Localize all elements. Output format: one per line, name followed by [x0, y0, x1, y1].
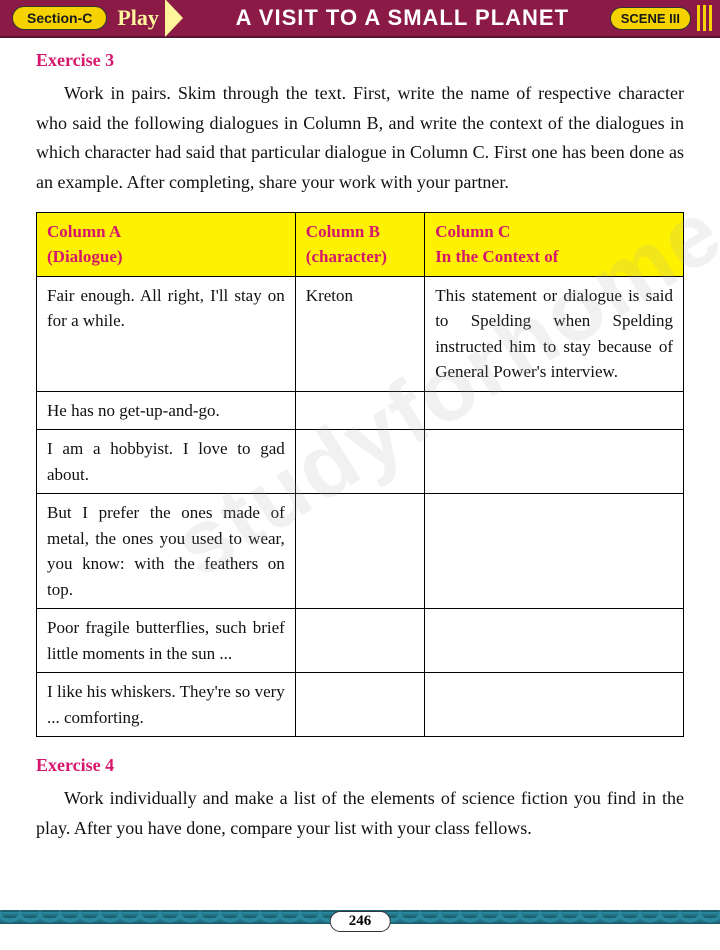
table-row: He has no get-up-and-go. [37, 391, 684, 430]
dialogue-cell: He has no get-up-and-go. [37, 391, 296, 430]
table-body: Fair enough. All right, I'll stay on for… [37, 276, 684, 737]
scene-badge: SCENE III [610, 7, 691, 30]
exercise4-heading: Exercise 4 [36, 755, 684, 776]
dialogue-cell: Fair enough. All right, I'll stay on for… [37, 276, 296, 391]
stripes-icon [697, 5, 712, 31]
dialogue-cell: I am a hobbyist. I love to gad about. [37, 430, 296, 494]
character-cell [295, 673, 424, 737]
page-title: A VISIT TO A SMALL PLANET [195, 5, 610, 31]
footer: 246 [0, 910, 720, 938]
table-row: Poor fragile butterflies, such brief lit… [37, 609, 684, 673]
col-a-header: Column A(Dialogue) [37, 212, 296, 276]
table-row: I am a hobbyist. I love to gad about. [37, 430, 684, 494]
character-cell [295, 391, 424, 430]
dialogue-cell: But I prefer the ones made of metal, the… [37, 494, 296, 609]
exercise3-table: Column A(Dialogue) Column B (character) … [36, 212, 684, 738]
exercise3-instructions: Work in pairs. Skim through the text. Fi… [36, 79, 684, 198]
character-cell [295, 494, 424, 609]
section-badge: Section-C [12, 6, 107, 30]
table-row: I like his whiskers. They're so very ...… [37, 673, 684, 737]
dialogue-cell: I like his whiskers. They're so very ...… [37, 673, 296, 737]
context-cell [425, 609, 684, 673]
context-cell: This statement or dialogue is said to Sp… [425, 276, 684, 391]
header-bar: Section-C Play A VISIT TO A SMALL PLANET… [0, 0, 720, 38]
table-row: But I prefer the ones made of metal, the… [37, 494, 684, 609]
context-cell [425, 391, 684, 430]
page-number: 246 [330, 911, 391, 932]
table-header-row: Column A(Dialogue) Column B (character) … [37, 212, 684, 276]
character-cell [295, 430, 424, 494]
page: studyforhome.com Section-C Play A VISIT … [0, 0, 720, 950]
context-cell [425, 673, 684, 737]
context-cell [425, 430, 684, 494]
dialogue-cell: Poor fragile butterflies, such brief lit… [37, 609, 296, 673]
table-row: Fair enough. All right, I'll stay on for… [37, 276, 684, 391]
col-b-header: Column B (character) [295, 212, 424, 276]
col-c-header: Column CIn the Context of [425, 212, 684, 276]
play-label: Play [117, 5, 159, 31]
content: Exercise 3 Work in pairs. Skim through t… [0, 38, 720, 844]
play-arrow-icon [165, 0, 183, 37]
character-cell: Kreton [295, 276, 424, 391]
exercise3-heading: Exercise 3 [36, 50, 684, 71]
exercise4-instructions: Work individually and make a list of the… [36, 784, 684, 843]
character-cell [295, 609, 424, 673]
context-cell [425, 494, 684, 609]
